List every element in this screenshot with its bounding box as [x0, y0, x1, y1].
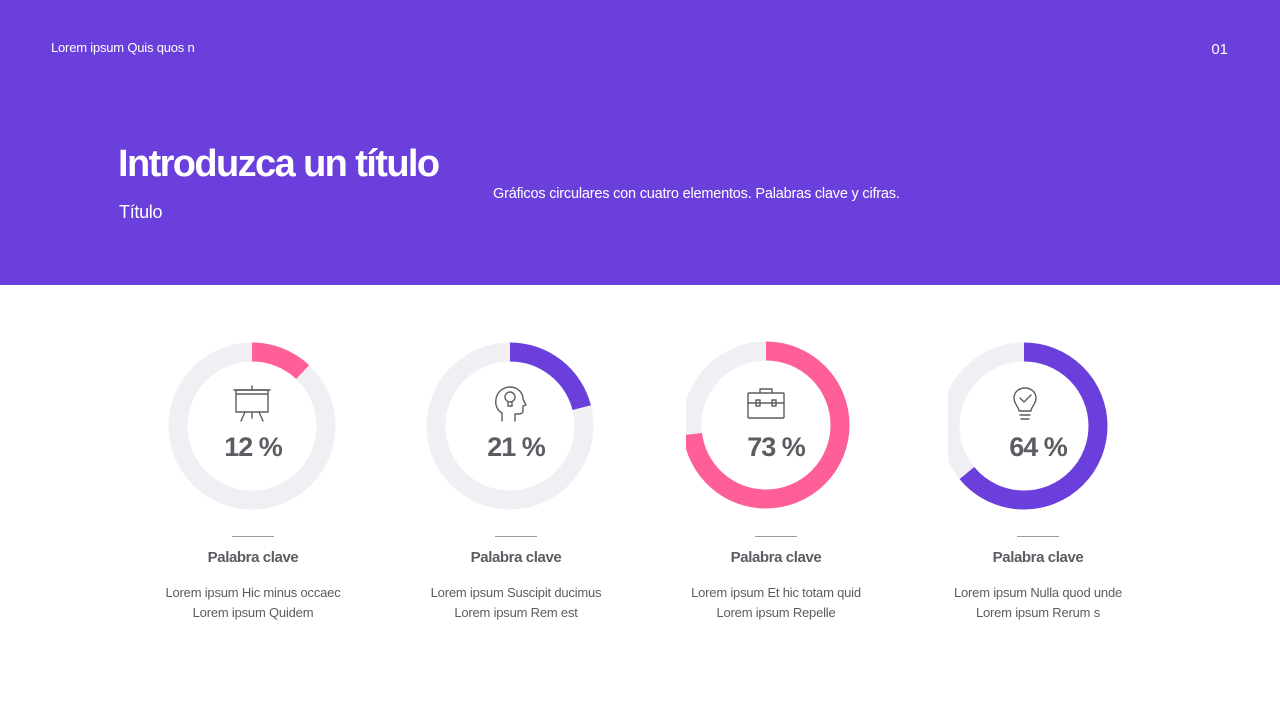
donut-arc-1	[168, 342, 336, 510]
donut-value-1: 12 %	[224, 432, 283, 462]
donut-value-4: 64 %	[1009, 432, 1068, 462]
donut-chart-4	[948, 342, 1108, 510]
donut-card-3: 73 % Palabra clave Lorem ipsum Et hic to…	[663, 333, 883, 633]
keyword-1: Palabra clave	[207, 549, 299, 566]
divider-4	[1017, 536, 1059, 537]
briefcase-icon	[747, 388, 785, 419]
presentation-board-icon	[233, 385, 271, 422]
donut-card-2: 21 % Palabra clave Lorem ipsum Suscipit …	[403, 333, 623, 633]
card-text-1b: Lorem ipsum Quidem	[192, 605, 314, 620]
donut-value-3: 73 %	[747, 432, 806, 462]
donut-arc-2	[426, 342, 594, 510]
keyword-3: Palabra clave	[730, 549, 822, 566]
card-text-2a: Lorem ipsum Suscipit ducimus	[430, 585, 602, 600]
card-text-4b: Lorem ipsum Rerum s	[975, 605, 1101, 620]
card-text-3b: Lorem ipsum Repelle	[716, 605, 836, 620]
divider-1	[232, 536, 274, 537]
donut-chart-2	[426, 342, 594, 510]
head-idea-icon	[495, 386, 527, 422]
donut-chart-3	[686, 341, 850, 509]
header-label: Lorem ipsum Quis quos n	[51, 40, 195, 55]
divider-3	[755, 536, 797, 537]
donut-card-1: 12 % Palabra clave Lorem ipsum Hic minus…	[140, 333, 360, 633]
header-banner: Lorem ipsum Quis quos n 01 Introduzca un…	[0, 0, 1280, 285]
donut-arc-3	[686, 341, 850, 509]
donut-track-1	[168, 342, 336, 510]
keyword-4: Palabra clave	[992, 549, 1084, 566]
page-subtitle: Título	[119, 202, 163, 222]
divider-2	[495, 536, 537, 537]
card-text-2b: Lorem ipsum Rem est	[454, 605, 578, 620]
card-text-4a: Lorem ipsum Nulla quod unde	[953, 585, 1123, 600]
page-number: 01	[1211, 41, 1228, 58]
donut-arc-4	[948, 342, 1108, 510]
card-text-1a: Lorem ipsum Hic minus occaec	[165, 585, 341, 600]
lightbulb-check-icon	[1013, 387, 1037, 420]
card-text-3a: Lorem ipsum Et hic totam quid	[691, 585, 861, 600]
page-title: Introduzca un título	[118, 143, 440, 185]
donut-chart-1	[168, 342, 336, 510]
page-description: Gráficos circulares con cuatro elementos…	[493, 186, 900, 202]
donut-value-2: 21 %	[487, 432, 546, 462]
keyword-2: Palabra clave	[470, 549, 562, 566]
donut-card-4: 64 % Palabra clave Lorem ipsum Nulla quo…	[925, 333, 1145, 633]
